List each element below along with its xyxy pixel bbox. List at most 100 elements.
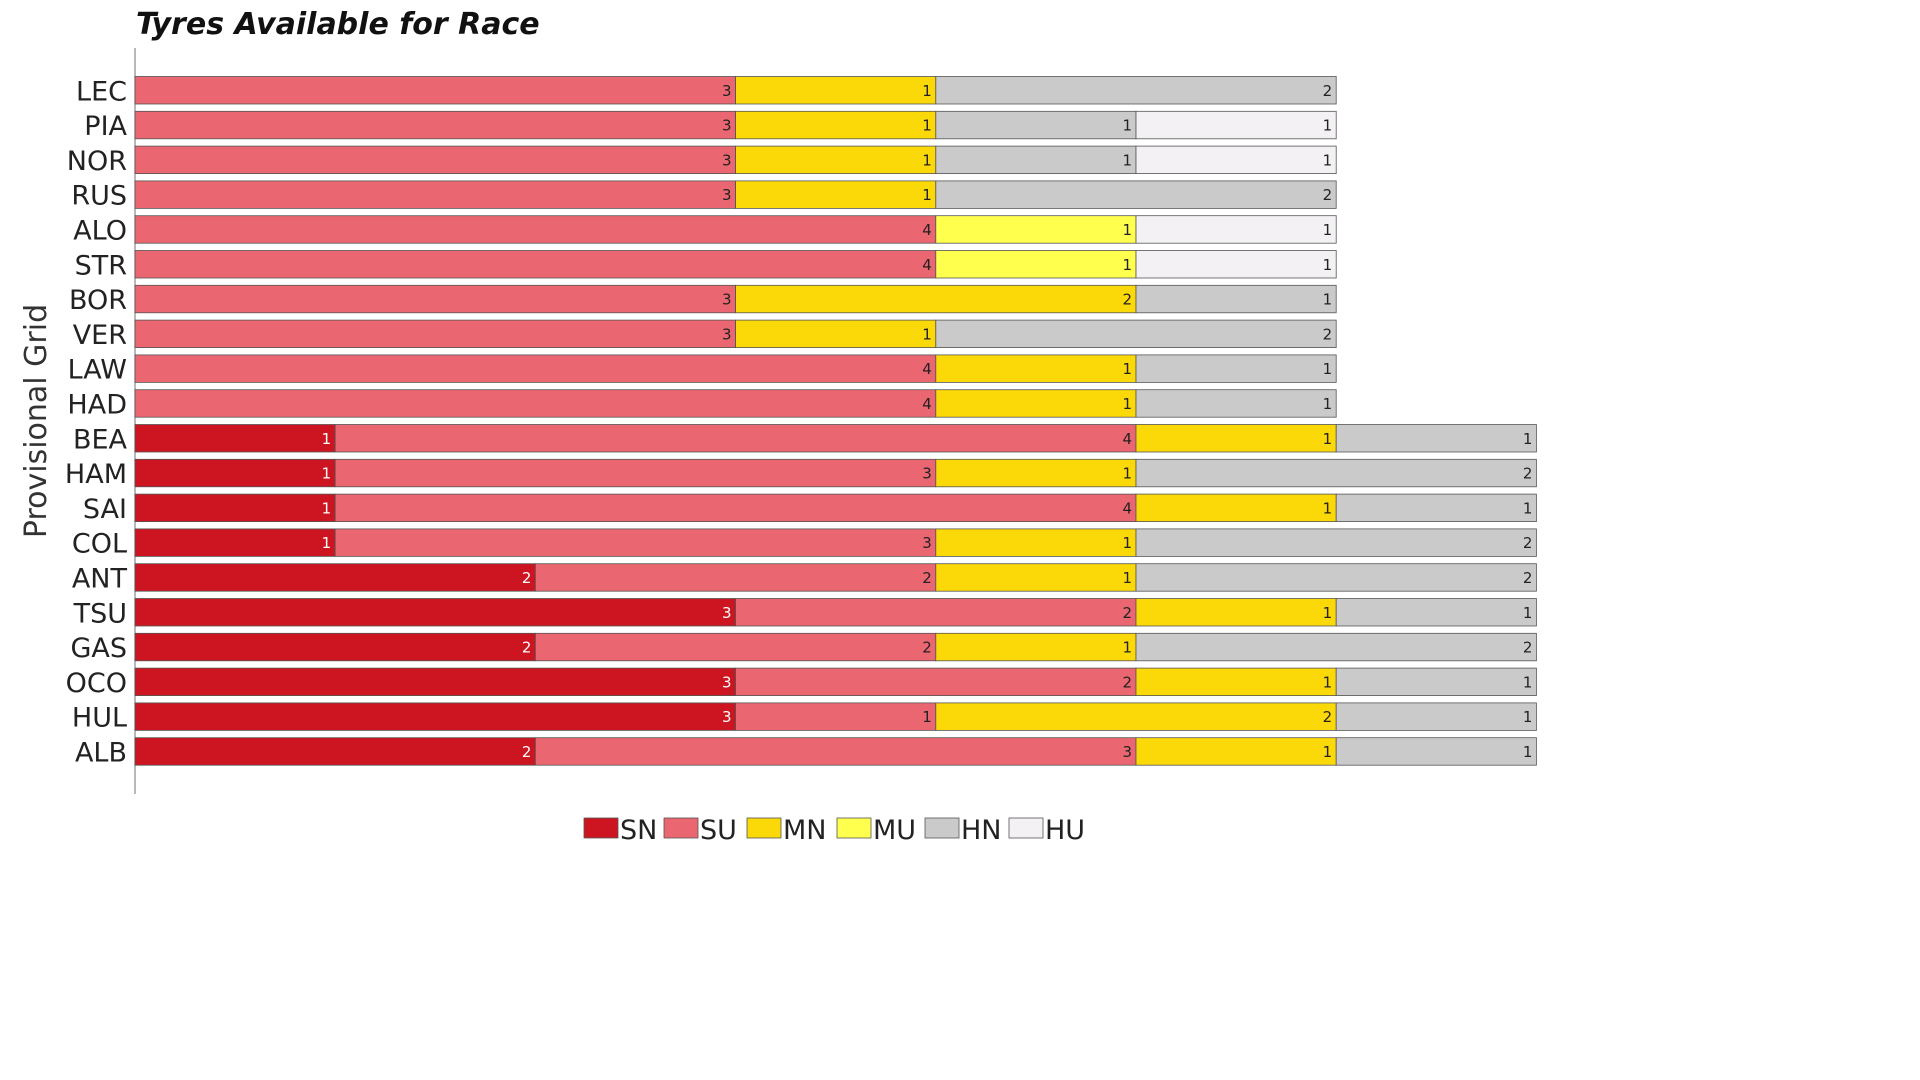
bar-label-nor-hu: 1 <box>1323 151 1333 169</box>
bar-ant-su <box>535 563 937 592</box>
legend: SN SU MN MU HN HU <box>583 815 1085 846</box>
bar-label-gas-mn: 1 <box>1122 639 1132 657</box>
bar-label-ant-mn: 1 <box>1122 569 1132 587</box>
bar-col-hn <box>1135 528 1537 557</box>
bar-label-alb-hn: 1 <box>1523 743 1533 761</box>
bar-label-had-hn: 1 <box>1323 395 1333 413</box>
category-label-law: LAW <box>68 355 127 386</box>
bar-pia-hn <box>935 110 1137 140</box>
bar-gas-hn <box>1135 632 1537 662</box>
bar-label-ham-su: 3 <box>922 465 932 483</box>
bar-ham-sn <box>134 458 336 488</box>
bar-tsu-su <box>735 598 1137 627</box>
bar-label-bor-hn: 1 <box>1323 291 1333 309</box>
bar-had-hn <box>1135 389 1337 418</box>
bar-str-mu <box>935 250 1137 279</box>
legend-label-mn: MN <box>783 815 827 846</box>
legend-label-sn: SN <box>620 815 657 846</box>
bar-bor-mn <box>735 284 1137 314</box>
bar-alb-su <box>535 737 1137 766</box>
legend-item-hu: HU <box>1008 815 1085 846</box>
bar-lec-hn <box>935 76 1337 105</box>
bar-gas-mn <box>935 632 1137 662</box>
bar-label-lec-su: 3 <box>722 82 732 100</box>
bar-rus-su <box>134 180 736 209</box>
bar-label-ver-su: 3 <box>722 325 732 343</box>
bar-ver-mn <box>735 319 937 349</box>
bar-label-bea-hn: 1 <box>1523 430 1533 448</box>
bar-pia-hu <box>1135 110 1337 140</box>
bar-label-had-mn: 1 <box>1122 395 1132 413</box>
bar-label-pia-hu: 1 <box>1323 117 1333 135</box>
bar-sai-hn <box>1335 493 1537 523</box>
bar-label-hul-hn: 1 <box>1523 708 1533 726</box>
category-label-pia: PIA <box>84 111 127 142</box>
bar-ant-sn <box>134 563 536 592</box>
bar-lec-mn <box>735 76 937 105</box>
bar-ant-hn <box>1135 563 1537 592</box>
bar-label-bea-su: 4 <box>1122 430 1132 448</box>
legend-label-mu: MU <box>873 815 916 846</box>
bar-label-rus-hn: 2 <box>1323 186 1333 204</box>
tyres-chart: Tyres Available for Race Provisional Gri… <box>19 7 1537 846</box>
bar-label-bea-sn: 1 <box>322 430 332 448</box>
bar-pia-mn <box>735 110 937 140</box>
bar-sai-mn <box>1135 493 1337 523</box>
bar-bea-hn <box>1335 424 1537 453</box>
bar-label-ham-sn: 1 <box>322 465 332 483</box>
bar-col-mn <box>935 528 1137 557</box>
bar-label-col-su: 3 <box>922 534 932 552</box>
bar-sai-su <box>334 493 1137 523</box>
bar-ver-su <box>134 319 736 349</box>
bar-label-oco-hn: 1 <box>1523 673 1533 691</box>
bar-label-gas-sn: 2 <box>522 639 532 657</box>
bar-label-lec-mn: 1 <box>922 82 932 100</box>
legend-swatch-mu <box>836 817 872 839</box>
bar-gas-sn <box>134 632 536 662</box>
bar-oco-hn <box>1335 667 1537 696</box>
bar-label-ver-mn: 1 <box>922 325 932 343</box>
bar-rus-hn <box>935 180 1337 209</box>
bar-label-tsu-sn: 3 <box>722 604 732 622</box>
bar-label-tsu-su: 2 <box>1122 604 1132 622</box>
category-label-nor: NOR <box>67 146 127 177</box>
bar-label-alb-su: 3 <box>1122 743 1132 761</box>
bar-str-hu <box>1135 250 1337 279</box>
bar-col-su <box>334 528 937 557</box>
bar-ver-hn <box>935 319 1337 349</box>
bar-col-sn <box>134 528 336 557</box>
bar-label-gas-hn: 2 <box>1523 639 1533 657</box>
bar-nor-mn <box>735 145 937 175</box>
category-label-col: COL <box>72 529 127 560</box>
bar-ant-mn <box>935 563 1137 592</box>
category-label-gas: GAS <box>70 633 127 664</box>
bar-label-alo-mu: 1 <box>1122 221 1132 239</box>
bar-label-ham-hn: 2 <box>1523 465 1533 483</box>
bar-ham-hn <box>1135 458 1537 488</box>
legend-label-hn: HN <box>961 815 1002 846</box>
bar-alb-hn <box>1335 737 1537 766</box>
bar-label-law-su: 4 <box>922 360 932 378</box>
bar-label-oco-mn: 1 <box>1323 673 1333 691</box>
bar-label-sai-mn: 1 <box>1323 499 1333 517</box>
bar-alo-su <box>134 215 937 244</box>
bar-had-su <box>134 389 937 418</box>
bar-label-bor-mn: 2 <box>1122 291 1132 309</box>
bar-hul-sn <box>134 702 736 731</box>
bar-bea-su <box>334 424 1137 453</box>
bar-ham-mn <box>935 458 1137 488</box>
bar-hul-hn <box>1335 702 1537 731</box>
bar-label-col-hn: 2 <box>1523 534 1533 552</box>
legend-item-hn: HN <box>924 815 1002 846</box>
bar-label-ver-hn: 2 <box>1323 325 1333 343</box>
bar-label-hul-su: 1 <box>922 708 932 726</box>
bar-hul-su <box>735 702 937 731</box>
legend-swatch-mn <box>746 817 782 839</box>
legend-swatch-sn <box>583 817 619 839</box>
bar-label-ham-mn: 1 <box>1122 465 1132 483</box>
bar-pia-su <box>134 110 736 140</box>
bar-nor-hu <box>1135 145 1337 175</box>
category-label-bor: BOR <box>69 285 127 316</box>
bar-label-str-su: 4 <box>922 256 932 274</box>
